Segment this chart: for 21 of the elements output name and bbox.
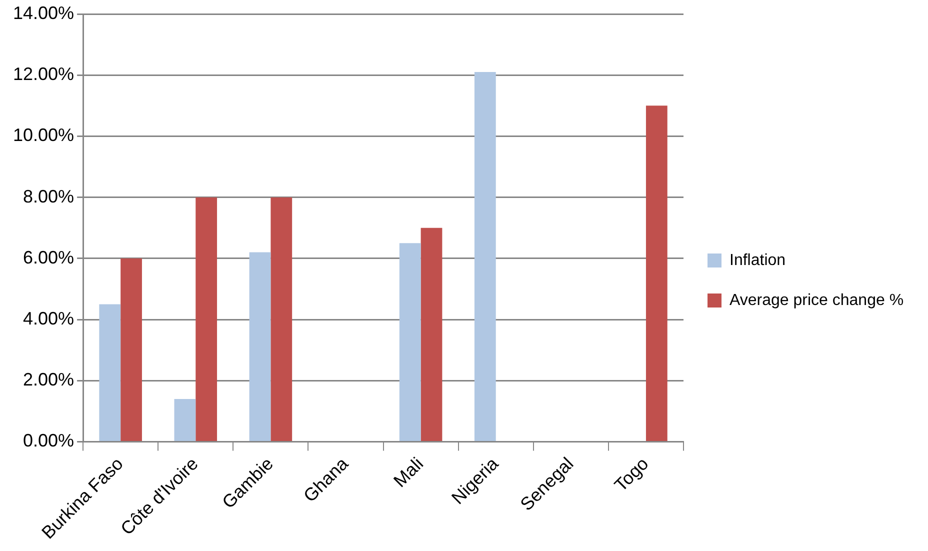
y-tick-label: 2.00%	[23, 370, 74, 390]
bar	[474, 72, 496, 441]
y-tick-label: 12.00%	[12, 64, 74, 84]
y-tick-label: 4.00%	[23, 308, 74, 328]
x-tick-label: Togo	[610, 454, 652, 496]
bar	[196, 197, 218, 441]
bar	[646, 106, 668, 441]
y-tick-label: 0.00%	[23, 430, 74, 451]
bar	[249, 252, 271, 441]
bar	[120, 258, 142, 441]
legend-label: Average price change %	[730, 292, 904, 309]
bar	[174, 398, 196, 441]
y-tick-label: 14.00%	[12, 2, 74, 23]
legend-label: Inflation	[730, 252, 786, 269]
y-tick-label: 6.00%	[23, 247, 74, 268]
bar	[399, 243, 421, 441]
bar	[99, 304, 121, 441]
y-tick-label: 8.00%	[23, 186, 74, 206]
bar	[270, 197, 292, 441]
bar	[420, 228, 442, 441]
y-tick-label: 10.00%	[12, 125, 74, 146]
